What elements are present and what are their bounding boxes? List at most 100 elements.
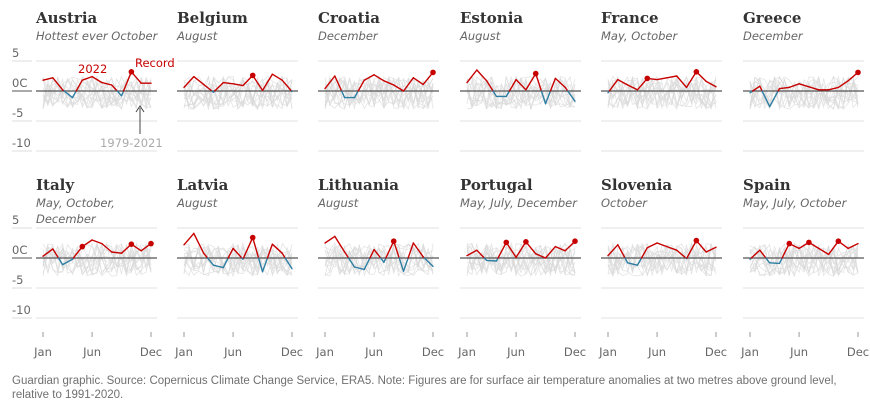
record-point-oct (693, 69, 700, 75)
annotation-history: 1979-2021 (100, 136, 163, 150)
line-segment-2022 (540, 90, 547, 105)
line-segment-2022 (343, 251, 350, 259)
history-line-1979-2021 (324, 244, 434, 276)
line-segment-2022 (52, 248, 60, 259)
line-segment-2022 (324, 235, 336, 244)
record-point-jul (806, 239, 812, 246)
panel-title: Portugal (460, 176, 533, 194)
x-tick-label: Dec (705, 345, 727, 359)
history-line-1979-2021 (183, 244, 293, 276)
line-segment-2022 (242, 236, 254, 259)
history-line-1979-2021 (749, 76, 859, 109)
line-segment-2022 (183, 232, 195, 246)
line-segment-2022 (111, 251, 123, 254)
line-segment-2022 (383, 80, 395, 86)
line-segment-2022 (193, 232, 205, 254)
panel-slovenia: Slovenia October Jan Jun Dec (598, 176, 727, 359)
line-segment-2022 (624, 257, 629, 264)
history-line-1979-2021 (42, 243, 152, 274)
panel-subtitle: Hottest ever October (36, 29, 159, 43)
panel-title: Latvia (177, 176, 229, 194)
line-segment-2022 (485, 259, 498, 262)
history-line-1979-2021 (607, 76, 717, 110)
line-segment-2022 (63, 90, 74, 99)
x-tick-label: Dec (422, 345, 444, 359)
history-line-1979-2021 (607, 242, 717, 277)
x-tick-label: Dec (281, 345, 303, 359)
line-segment-2022 (407, 242, 415, 259)
panel-subtitle: December (743, 29, 804, 43)
line-segment-2022 (607, 244, 619, 257)
line-segment-2022 (232, 247, 243, 259)
line-segment-2022 (808, 86, 820, 91)
y-tick-label: -10 (12, 136, 31, 150)
line-segment-2022 (466, 249, 478, 257)
panel-title: Italy (36, 176, 75, 194)
line-segment-2022 (202, 252, 209, 259)
record-point-may (644, 75, 651, 82)
line-segment-2022 (515, 241, 527, 259)
panel-austria: Austria Hottest ever October (35, 9, 159, 152)
line-segment-2022 (266, 243, 274, 259)
panel-italy: Italy May, October, December Jan Jun Dec (33, 176, 162, 359)
line-segment-2022 (535, 72, 543, 92)
x-tick-label: Jun (789, 345, 808, 359)
line-segment-2022 (847, 242, 859, 250)
x-tick-label: Jun (506, 345, 525, 359)
line-segment-2022 (617, 78, 629, 86)
line-segment-2022 (759, 249, 767, 259)
line-segment-2022 (676, 75, 688, 89)
line-segment-2022 (485, 80, 494, 92)
panel-title: Slovenia (601, 176, 672, 194)
line-segment-2022 (393, 240, 400, 259)
history-line-1979-2021 (466, 243, 576, 277)
line-segment-2022 (324, 75, 336, 90)
line-segment-2022 (261, 257, 269, 273)
record-point-may (786, 240, 793, 247)
line-segment-2022 (334, 235, 346, 253)
panel-title: Belgium (177, 9, 248, 27)
record-point-oct (128, 69, 135, 75)
line-segment-2022 (497, 241, 507, 259)
panel-title: Croatia (318, 9, 380, 27)
history-line-1979-2021 (749, 243, 859, 274)
panel-title: Estonia (460, 9, 523, 27)
history-line-1979-2021 (324, 244, 434, 277)
panel-title: Austria (35, 9, 98, 27)
line-segment-2022 (412, 242, 424, 258)
line-segment-2022 (212, 264, 224, 269)
y-tick-label: 0C (12, 243, 27, 257)
panel-estonia: Estonia August (459, 9, 581, 152)
record-point-aug (249, 234, 256, 241)
line-segment-2022 (111, 84, 118, 92)
line-segment-2022 (476, 69, 488, 82)
panel-subtitle: October (601, 196, 648, 210)
panel-portugal: Portugal May, July, December Jan Jun Dec (457, 176, 586, 359)
line-segment-2022 (393, 84, 405, 92)
line-segment-2022 (544, 90, 552, 105)
line-segment-2022 (685, 71, 698, 89)
panel-spain: Spain May, July, October Jan Jun Dec (740, 176, 869, 359)
line-segment-2022 (508, 78, 517, 92)
line-segment-2022 (353, 90, 359, 99)
x-tick-label: Dec (140, 345, 162, 359)
panel-subtitle: May, July, December (460, 196, 578, 210)
history-line-1979-2021 (749, 241, 859, 277)
panel-subtitle: August (176, 29, 218, 43)
line-segment-2022 (357, 79, 365, 92)
x-tick-label: Jun (647, 345, 666, 359)
record-point-dec (148, 240, 154, 247)
line-segment-2022 (646, 242, 658, 249)
line-segment-2022 (751, 85, 761, 92)
line-segment-2022 (761, 90, 771, 108)
record-point-aug (390, 238, 397, 244)
history-line-1979-2021 (324, 242, 434, 274)
line-segment-2022 (778, 86, 790, 90)
panel-subtitle: August (459, 29, 501, 43)
line-segment-2022 (544, 245, 557, 259)
history-line-1979-2021 (42, 242, 152, 277)
line-segment-2022 (61, 258, 74, 266)
history-line-1979-2021 (607, 76, 717, 110)
history-line-1979-2021 (324, 76, 434, 111)
